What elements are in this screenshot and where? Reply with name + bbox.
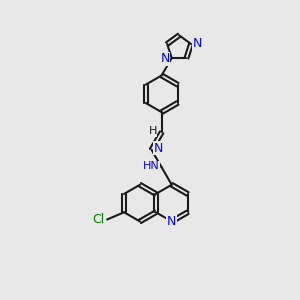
Text: N: N (154, 142, 163, 155)
Text: N: N (193, 38, 202, 50)
Text: N: N (167, 215, 176, 228)
Text: HN: HN (142, 161, 159, 171)
Text: Cl: Cl (92, 213, 105, 226)
Text: H: H (148, 126, 157, 136)
Text: N: N (160, 52, 170, 65)
